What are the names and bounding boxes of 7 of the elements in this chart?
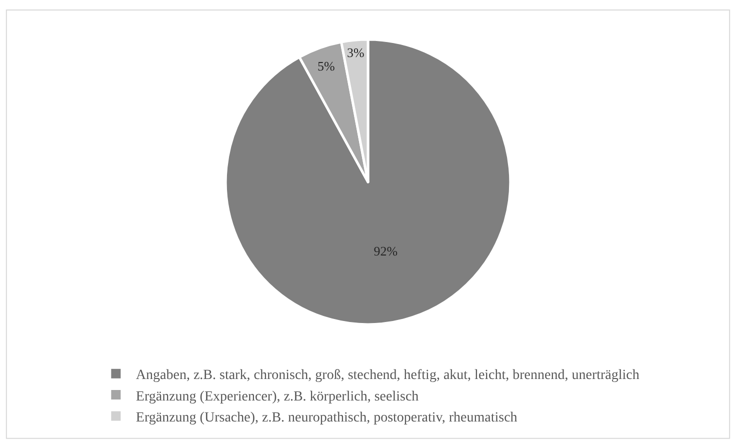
legend-label: Angaben, z.B. stark, chronisch, groß, stechend, heftig, akut, leicht, brennend, unerträglich — [136, 368, 640, 384]
pie-slice — [224, 38, 512, 326]
data-label: 5% — [318, 58, 336, 74]
data-label: 3% — [347, 44, 364, 60]
legend-label: Ergänzung (Experiencer), z.B. körperlich, seelisch — [136, 389, 419, 404]
data-label: 92% — [374, 243, 398, 258]
legend-label: Ergänzung (Ursache), z.B. neuropathisch, postoperativ, rheumatisch — [136, 410, 518, 426]
